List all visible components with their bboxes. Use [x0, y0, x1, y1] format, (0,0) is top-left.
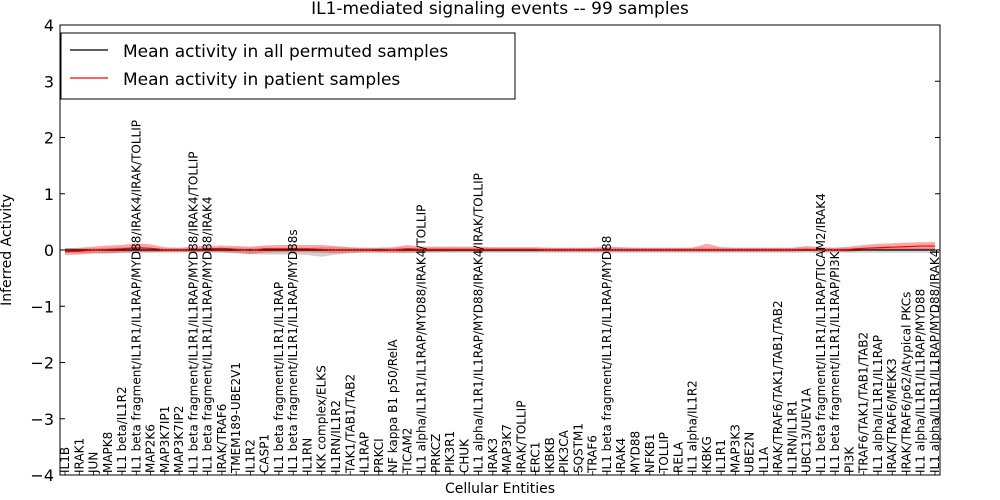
x-tick-label-20: TAK1/TAB1/TAB2	[343, 374, 357, 474]
series-lines	[64, 245, 935, 253]
x-tick-label-0: IL1B	[58, 447, 72, 473]
x-tick-label-34: IKBKB	[543, 437, 557, 473]
x-tick-label-59: IRAK/TRAF6/p62/Atypical PKCs	[899, 292, 913, 473]
x-tick-label-17: IL1RN	[300, 438, 314, 473]
x-tick-label-26: PRKCZ	[429, 434, 443, 473]
x-tick-label-3: MAPK8	[101, 432, 115, 473]
y-tick-label-4: 0	[44, 241, 54, 260]
x-tick-label-32: IRAK/TOLLIP	[514, 401, 528, 473]
legend-label-permuted: Mean activity in all permuted samples	[123, 42, 448, 62]
x-tick-label-25: IL1 alpha/IL1R1/IL1RAP/MYD88/IRAK4/TOLLI…	[415, 205, 429, 473]
x-tick-label-55: PI3K	[842, 446, 856, 473]
x-tick-label-51: IL1RN/IL1R1	[785, 400, 799, 473]
x-tick-label-8: MAP3K7IP2	[172, 406, 186, 473]
x-tick-label-41: NFKB1	[643, 433, 657, 473]
x-tick-label-10: IL1 beta fragment/IL1R1/IL1RAP/MYD88/IRA…	[201, 196, 215, 473]
x-tick-label-58: IRAK/TRAF6/MEKK3	[885, 358, 899, 473]
x-tick-label-14: CASP1	[258, 434, 272, 473]
x-tick-label-56: TRAF6/TAK1/TAB1/TAB2	[857, 332, 871, 474]
x-tick-label-16: IL1 beta fragment/IL1R1/IL1RAP/MYD88s	[286, 229, 300, 473]
x-tick-label-12: TMEM189-UBE2V1	[229, 362, 243, 474]
legend: Mean activity in all permuted samples Me…	[60, 32, 516, 100]
x-tick-label-30: IRAK3	[486, 438, 500, 473]
y-tick-label-6: 2	[44, 129, 54, 148]
x-tick-label-18: IKK complex/ELKS	[315, 365, 329, 473]
y-tick-label-1: −3	[30, 410, 54, 429]
y-tick-label-5: 1	[44, 185, 54, 204]
x-axis-label: Cellular Entities	[445, 481, 555, 497]
x-tick-label-39: IRAK4	[614, 438, 628, 473]
y-tick-label-8: 4	[44, 16, 54, 35]
x-tick-label-42: TOLLIP	[657, 432, 671, 474]
x-tick-label-22: PRKCI	[372, 438, 386, 473]
x-tick-label-24: TICAM2	[400, 428, 414, 474]
x-tick-label-4: IL1 beta/IL1R2	[115, 386, 129, 473]
x-tick-label-45: IKBKG	[700, 436, 714, 473]
x-tick-label-1: IRAK1	[72, 438, 86, 473]
legend-box	[60, 32, 516, 100]
x-tick-label-61: IL1 alpha/IL1R1/IL1RAP/MYD88/IRAK4	[928, 250, 942, 473]
x-tick-label-15: IL1 beta fragment/IL1R1/IL1RAP	[272, 282, 286, 473]
axis-ticks: −4 −3 −2 −1 0 1 2 3 4	[30, 16, 940, 485]
x-tick-label-37: TRAF6	[586, 435, 600, 474]
y-tick-label-0: −4	[30, 466, 54, 485]
x-tick-label-47: MAP3K3	[728, 424, 742, 473]
x-tick-label-27: PIK3R1	[443, 431, 457, 473]
legend-label-patient: Mean activity in patient samples	[123, 70, 400, 90]
x-tick-label-50: IRAK/TRAF6/TAK1/TAB1/TAB2	[771, 300, 785, 473]
x-tick-label-54: IL1 beta fragment/IL1R1/IL1RAP/PI3K	[828, 250, 842, 473]
plot-area: −4 −3 −2 −1 0 1 2 3 4 IL1B IRAK1 JUN MAPK8 IL1 beta/…	[30, 16, 942, 485]
y-tick-label-7: 3	[44, 72, 54, 91]
x-tick-label-2: JUN	[87, 452, 101, 474]
x-tick-label-53: IL1 beta fragment/IL1R1/IL1RAP/TICAM2/IR…	[814, 193, 828, 473]
x-tick-label-5: IL1 beta fragment/IL1R1/IL1RAP/MYD88/IRA…	[129, 120, 143, 473]
x-tick-label-29: IL1 alpha/IL1R1/IL1RAP/MYD88/IRAK4/IRAK/…	[472, 173, 486, 473]
x-tick-label-36: SQSTM1	[571, 423, 585, 473]
x-tick-label-21: IL1RAP	[358, 432, 372, 473]
x-tick-label-48: UBE2N	[743, 432, 757, 473]
x-tick-label-43: RELA	[671, 441, 685, 473]
x-tick-label-28: CHUK	[457, 438, 471, 473]
chart-title: IL1-mediated signaling events -- 99 samp…	[311, 0, 689, 19]
x-tick-label-38: IL1 beta fragment/IL1R1/IL1RAP/MYD88	[600, 236, 614, 473]
x-tick-label-52: UBC13/UEV1A	[800, 387, 814, 473]
x-tick-label-57: IL1 alpha/IL1R1/IL1RAP	[871, 335, 885, 473]
x-tick-label-7: MAP3K7IP1	[158, 406, 172, 473]
band-series-1	[65, 242, 935, 256]
x-tick-label-11: IRAK/TRAF6	[215, 404, 229, 473]
x-tick-label-23: NF kappa B1 p50/RelA	[386, 339, 400, 473]
y-axis-label: Inferred Activity	[0, 194, 15, 306]
x-tick-label-60: IL1 alpha/IL1R1/IL1RAP/MYD88	[914, 289, 928, 473]
y-tick-label-3: −1	[30, 297, 54, 316]
plot-frame	[59, 24, 941, 476]
x-tick-labels: IL1B IRAK1 JUN MAPK8 IL1 beta/IL1R2 IL1 beta …	[58, 120, 942, 475]
x-tick-label-13: IL1R2	[243, 439, 257, 473]
x-tick-label-6: MAP2K6	[144, 424, 158, 473]
x-tick-label-9: IL1 beta fragment/IL1R1/IL1RAP/MYD88/IRA…	[186, 152, 200, 473]
x-tick-label-46: IL1R1	[714, 439, 728, 473]
x-tick-label-44: IL1 alpha/IL1R2	[686, 380, 700, 473]
x-tick-label-31: MAP3K7	[500, 424, 514, 473]
x-tick-label-49: IL1A	[757, 446, 771, 473]
x-tick-label-19: IL1RN/IL1R2	[329, 400, 343, 473]
x-tick-label-35: PIK3CA	[557, 429, 571, 473]
x-tick-label-33: ERC1	[529, 442, 543, 473]
line-series-1	[64, 245, 935, 253]
y-tick-label-2: −2	[30, 354, 54, 373]
x-tick-label-40: MYD88	[628, 431, 642, 473]
